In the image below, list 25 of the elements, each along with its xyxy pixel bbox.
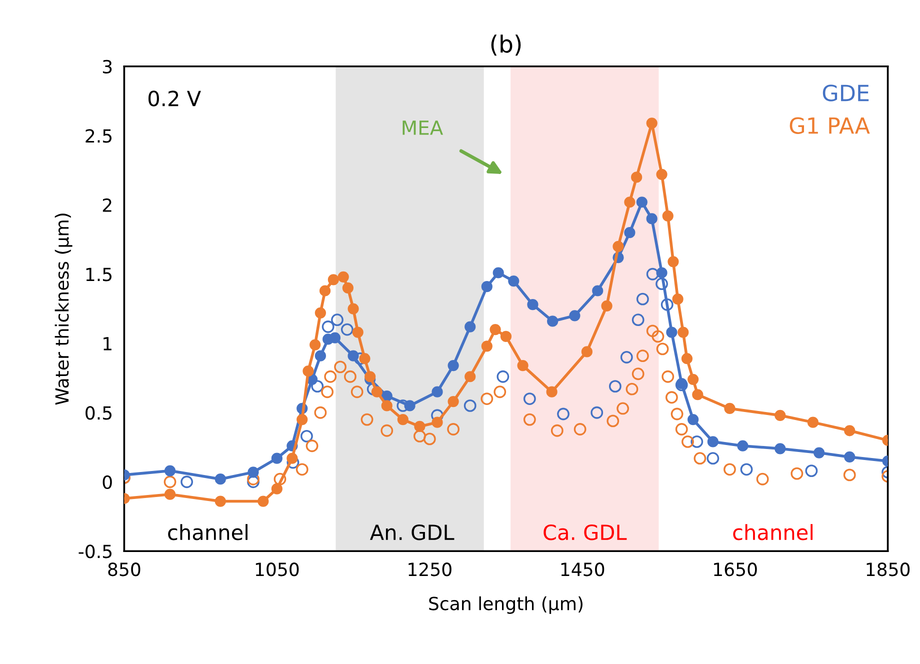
annotation: An. GDL (370, 524, 454, 540)
y-axis-title: Water thickness (µm) (54, 214, 72, 405)
annotation: 0.2 V (148, 90, 201, 106)
y-tick-label: -0.5 (78, 544, 112, 558)
y-tick-label: 1 (104, 337, 112, 350)
annotation: Ca. GDL (544, 524, 627, 540)
text: G1 PAA (790, 117, 870, 134)
x-tick-label: 1450 (561, 562, 604, 576)
y-tick-label: 2 (102, 198, 112, 212)
x-tick-label: 850 (108, 562, 140, 576)
x-axis-title: Scan length (µm) (429, 596, 582, 614)
x-tick-label: 1250 (408, 562, 452, 576)
annotation: channel (168, 524, 248, 540)
y-tick-label: 0.5 (86, 406, 112, 420)
y-tick-label: 0 (102, 475, 112, 489)
annotation: MEA (402, 120, 444, 135)
annotation: channel (733, 524, 813, 540)
y-tick-label: 3 (102, 60, 112, 74)
y-tick-label: 2.5 (86, 129, 112, 143)
x-tick-label: 1650 (714, 562, 757, 576)
y-tick-label: 1.5 (86, 268, 112, 282)
chart-title: (b) (491, 34, 521, 56)
x-tick-label: 1850 (866, 562, 910, 576)
x-tick-label: 1050 (256, 562, 299, 576)
text: GDE (822, 84, 869, 102)
